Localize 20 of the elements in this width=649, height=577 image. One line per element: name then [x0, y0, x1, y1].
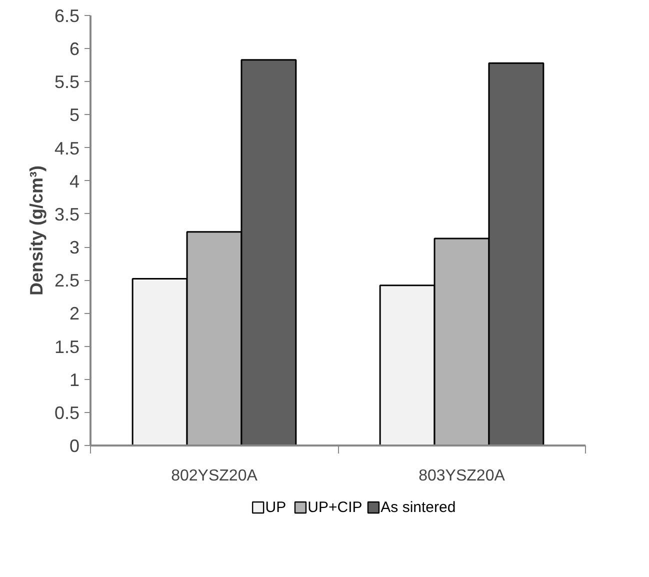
- y-tick-label: 1: [69, 370, 80, 390]
- y-tick-label: 2.5: [54, 270, 80, 291]
- y-tick-label: 5.5: [54, 72, 80, 92]
- y-tick-label: 3.5: [54, 204, 80, 224]
- legend-label: UP+CIP: [308, 499, 362, 516]
- y-tick-label: 4.5: [54, 138, 80, 158]
- x-tick-label: 802YSZ20A: [171, 468, 258, 484]
- legend-label: As sintered: [380, 499, 456, 516]
- y-tick-label: 2: [69, 304, 80, 324]
- y-tick-label: 6: [69, 39, 80, 60]
- legend-label: UP: [265, 499, 286, 516]
- y-tick-label: 0.5: [54, 402, 80, 423]
- x-tick-label: 803YSZ20A: [418, 468, 506, 484]
- y-axis-title: Density (g/cm³): [26, 165, 46, 296]
- y-tick-label: 1.5: [54, 336, 80, 357]
- y-tick-label: 3: [69, 238, 80, 258]
- y-tick-label: 6.5: [54, 6, 80, 26]
- y-tick-label: 5: [69, 105, 80, 126]
- y-tick-label: 4: [69, 171, 80, 192]
- y-tick-label: 0: [69, 436, 80, 456]
